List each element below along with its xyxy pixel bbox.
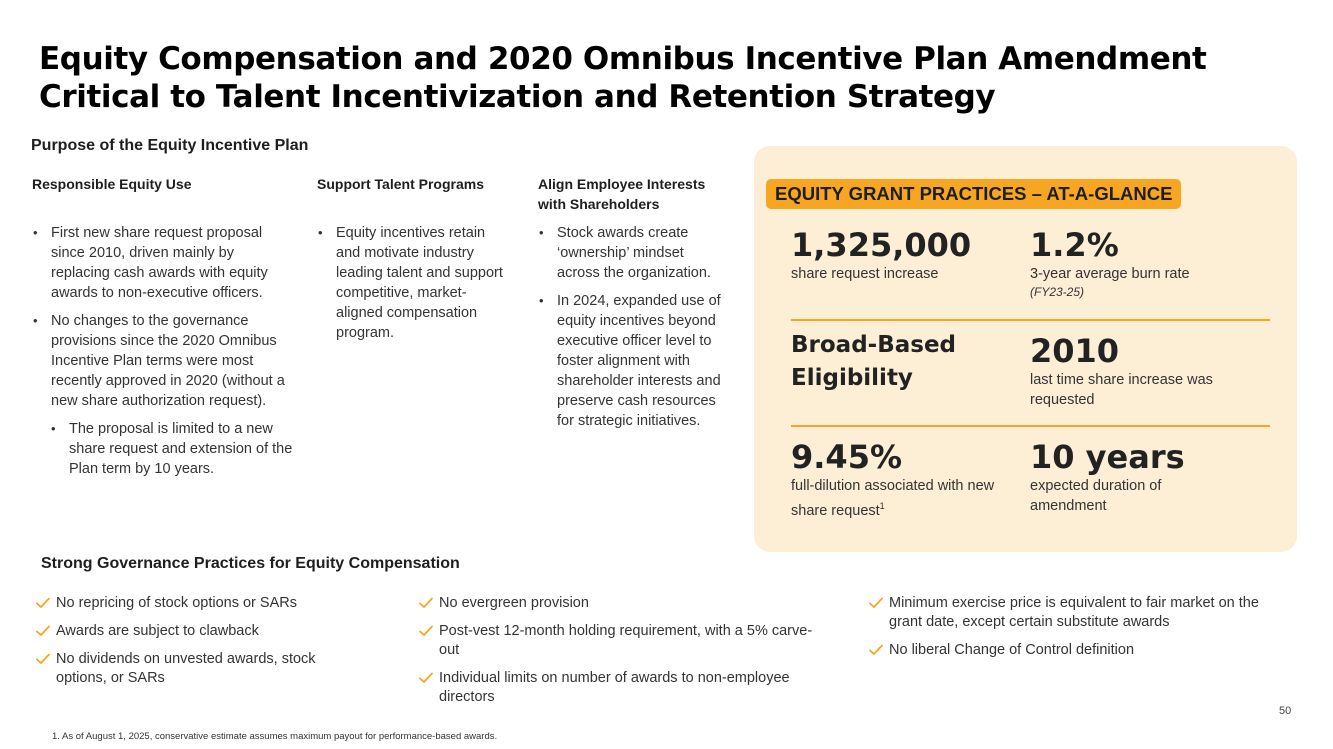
stat-label-text: full-dilution associated with new share … <box>791 478 995 519</box>
governance-item: No liberal Change of Control definition <box>869 641 1269 660</box>
bullet-item: Equity incentives retain and motivate in… <box>317 223 507 343</box>
governance-column-2: No evergreen provision Post-vest 12-mont… <box>419 594 829 716</box>
purpose-column-support-talent: Support Talent Programs Equity incentive… <box>317 174 507 351</box>
stat-value: 10 years <box>1030 438 1185 476</box>
stat-label: last time share increase was requested <box>1030 372 1213 408</box>
governance-item: Awards are subject to clawback <box>36 622 356 641</box>
governance-column-1: No repricing of stock options or SARs Aw… <box>36 594 356 697</box>
bullet-item: In 2024, expanded use of equity incentiv… <box>538 291 728 431</box>
footnote: 1. As of August 1, 2025, conservative es… <box>52 731 498 742</box>
governance-item-text: Post-vest 12-month holding requirement, … <box>439 623 813 658</box>
governance-item-text: No liberal Change of Control definition <box>889 642 1135 658</box>
purpose-column-responsible-equity: Responsible Equity Use First new share r… <box>32 174 294 487</box>
column-heading: Align Employee Interests with Shareholde… <box>538 176 706 212</box>
stat-eligibility: Broad-Based Eligibility <box>791 329 991 395</box>
equity-grant-practices-panel: EQUITY GRANT PRACTICES – AT-A-GLANCE 1,3… <box>754 146 1297 552</box>
stat-value: 1,325,000 <box>791 226 972 264</box>
stat-note: (FY23-25) <box>1030 285 1085 299</box>
bullet-item: First new share request proposal since 2… <box>32 223 294 303</box>
stat-divider <box>791 319 1270 321</box>
stat-duration: 10 years expected duration of amendment <box>1030 438 1230 516</box>
governance-item: Post-vest 12-month holding requirement, … <box>419 622 829 660</box>
governance-heading: Strong Governance Practices for Equity C… <box>41 555 460 572</box>
governance-item: No evergreen provision <box>419 594 829 613</box>
checkmark-icon <box>869 596 883 608</box>
governance-item: Individual limits on number of awards to… <box>419 669 829 707</box>
bullet-item: Stock awards create ‘ownership’ mindset … <box>538 223 728 283</box>
governance-item: No dividends on unvested awards, stock o… <box>36 650 356 688</box>
bullet-item: No changes to the governance provisions … <box>32 311 294 411</box>
checkmark-icon <box>36 652 50 664</box>
stat-label: full-dilution associated with new share … <box>791 476 1016 521</box>
stat-label: 3-year average burn rate <box>1030 266 1190 282</box>
checkmark-icon <box>36 596 50 608</box>
bullet-list: First new share request proposal since 2… <box>32 223 294 479</box>
purpose-heading: Purpose of the Equity Incentive Plan <box>31 137 309 154</box>
stat-divider <box>791 425 1270 427</box>
stat-label: expected duration of amendment <box>1030 478 1162 514</box>
page-title-line-2: Critical to Talent Incentivization and R… <box>39 79 996 115</box>
stat-value: Broad-Based Eligibility <box>791 332 957 391</box>
governance-item-text: Minimum exercise price is equivalent to … <box>889 595 1259 630</box>
stat-value: 1.2% <box>1030 226 1119 264</box>
stat-value: 2010 <box>1030 332 1120 370</box>
stat-dilution: 9.45% full-dilution associated with new … <box>791 438 1016 521</box>
at-a-glance-badge: EQUITY GRANT PRACTICES – AT-A-GLANCE <box>766 179 1182 209</box>
governance-item-text: No dividends on unvested awards, stock o… <box>56 651 316 686</box>
governance-item-text: Individual limits on number of awards to… <box>439 670 790 705</box>
bullet-list: Equity incentives retain and motivate in… <box>317 223 507 343</box>
checkmark-icon <box>36 624 50 636</box>
governance-item-text: No repricing of stock options or SARs <box>56 595 297 611</box>
page-title-line-1: Equity Compensation and 2020 Omnibus Inc… <box>39 41 1207 77</box>
purpose-column-align-interests: Align Employee Interests with Shareholde… <box>538 174 728 439</box>
footnote-marker: 1 <box>879 501 885 511</box>
checkmark-icon <box>869 643 883 655</box>
checkmark-icon <box>419 596 433 608</box>
column-heading: Support Talent Programs <box>317 176 484 192</box>
stat-label: share request increase <box>791 266 939 282</box>
sub-bullet-item: The proposal is limited to a new share r… <box>50 419 294 479</box>
stat-value: 9.45% <box>791 438 903 476</box>
governance-column-3: Minimum exercise price is equivalent to … <box>869 594 1269 669</box>
bullet-list: Stock awards create ‘ownership’ mindset … <box>538 223 728 431</box>
stat-burn-rate: 1.2% 3-year average burn rate (FY23-25) <box>1030 226 1260 300</box>
stat-last-increase: 2010 last time share increase was reques… <box>1030 332 1260 410</box>
checkmark-icon <box>419 671 433 683</box>
checkmark-icon <box>419 624 433 636</box>
page-number: 50 <box>1279 705 1292 717</box>
governance-item: No repricing of stock options or SARs <box>36 594 356 613</box>
governance-item-text: Awards are subject to clawback <box>56 623 259 639</box>
column-heading: Responsible Equity Use <box>32 176 192 192</box>
governance-item: Minimum exercise price is equivalent to … <box>869 594 1269 632</box>
page-title: Equity Compensation and 2020 Omnibus Inc… <box>39 40 1207 116</box>
stat-share-request: 1,325,000 share request increase <box>791 226 971 284</box>
governance-item-text: No evergreen provision <box>439 595 589 611</box>
